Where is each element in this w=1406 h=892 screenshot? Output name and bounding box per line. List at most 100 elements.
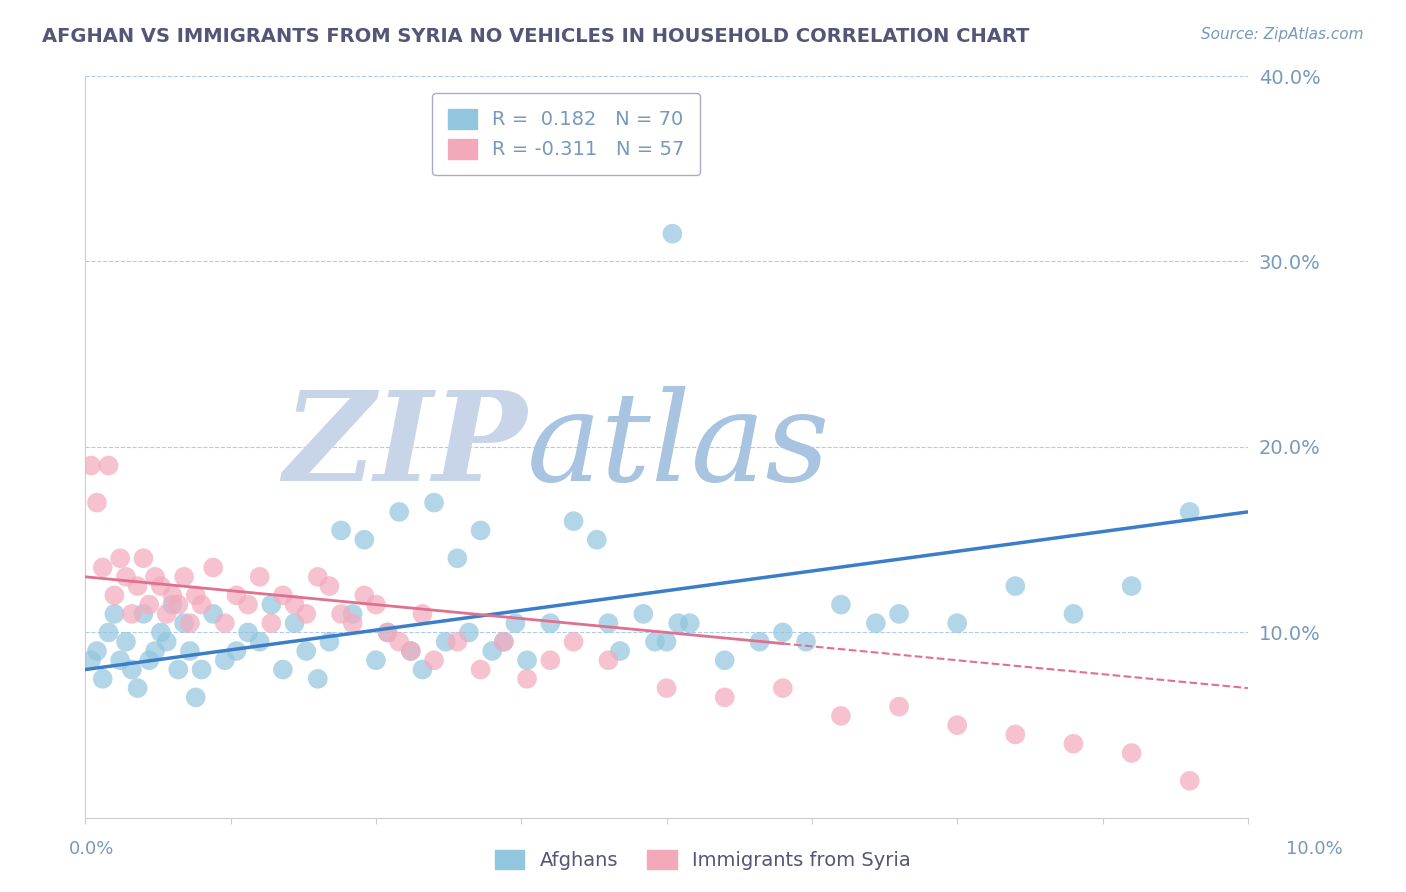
Point (342, 616, 364, 631)
Point (772, 681, 794, 695)
Point (598, 653, 620, 667)
Point (156, 634, 179, 648)
Point (249, 634, 271, 648)
Point (865, 616, 887, 631)
Point (423, 653, 446, 667)
Point (86, 495, 108, 509)
Point (121, 607, 143, 621)
Point (655, 634, 678, 648)
Point (214, 653, 236, 667)
Point (138, 653, 160, 667)
Point (399, 644, 422, 658)
Point (91, 672, 114, 686)
Point (399, 644, 422, 658)
Point (661, 227, 683, 241)
Point (388, 634, 411, 648)
Point (202, 560, 225, 574)
Point (173, 616, 195, 631)
Point (271, 588, 294, 602)
Point (260, 616, 283, 631)
Point (115, 634, 138, 648)
Point (318, 634, 340, 648)
Point (505, 616, 527, 631)
Point (492, 634, 515, 648)
Point (167, 598, 190, 612)
Point (830, 709, 852, 723)
Point (184, 588, 207, 602)
Point (108, 551, 131, 566)
Point (434, 634, 457, 648)
Text: 10.0%: 10.0% (1286, 839, 1343, 857)
Point (609, 644, 631, 658)
Point (330, 524, 353, 538)
Point (388, 505, 411, 519)
Point (516, 653, 538, 667)
Point (342, 607, 364, 621)
Text: 0.0%: 0.0% (69, 839, 114, 857)
Point (1004, 727, 1026, 741)
Point (162, 588, 184, 602)
Point (249, 570, 271, 584)
Point (1062, 607, 1084, 621)
Point (271, 663, 294, 677)
Point (91, 560, 114, 574)
Text: Source: ZipAtlas.com: Source: ZipAtlas.com (1201, 27, 1364, 42)
Point (411, 607, 433, 621)
Point (284, 598, 307, 612)
Point (80, 653, 103, 667)
Point (446, 634, 468, 648)
Point (481, 644, 503, 658)
Point (946, 616, 969, 631)
Point (86, 644, 108, 658)
Point (492, 634, 515, 648)
Point (887, 607, 910, 621)
Point (411, 663, 433, 677)
Point (97, 625, 120, 640)
Legend: Afghans, Immigrants from Syria: Afghans, Immigrants from Syria (488, 842, 918, 878)
Point (887, 699, 910, 714)
Point (295, 607, 318, 621)
Point (132, 551, 155, 566)
Text: atlas: atlas (527, 386, 831, 508)
Point (423, 495, 446, 509)
Point (173, 570, 195, 584)
Point (446, 551, 468, 566)
Point (179, 616, 201, 631)
Point (1004, 579, 1026, 593)
Text: ZIP: ZIP (284, 386, 527, 508)
Point (127, 681, 149, 695)
Point (772, 625, 794, 640)
Point (149, 579, 172, 593)
Point (364, 598, 387, 612)
Point (655, 681, 678, 695)
Point (330, 607, 353, 621)
Point (167, 663, 190, 677)
Point (679, 616, 702, 631)
Point (598, 616, 620, 631)
Point (138, 598, 160, 612)
Point (644, 634, 666, 648)
Point (143, 644, 166, 658)
Point (633, 607, 655, 621)
Point (794, 634, 817, 648)
Point (214, 616, 236, 631)
Point (470, 663, 492, 677)
Point (190, 598, 212, 612)
Point (458, 625, 481, 640)
Point (190, 663, 212, 677)
Point (562, 514, 585, 528)
Point (562, 634, 585, 648)
Point (97, 458, 120, 473)
Point (666, 616, 689, 631)
Point (179, 644, 201, 658)
Point (318, 579, 340, 593)
Point (156, 607, 179, 621)
Point (225, 588, 247, 602)
Point (143, 570, 166, 584)
Point (364, 653, 387, 667)
Point (108, 653, 131, 667)
Point (149, 625, 172, 640)
Point (353, 588, 375, 602)
Point (132, 607, 155, 621)
Point (713, 690, 735, 705)
